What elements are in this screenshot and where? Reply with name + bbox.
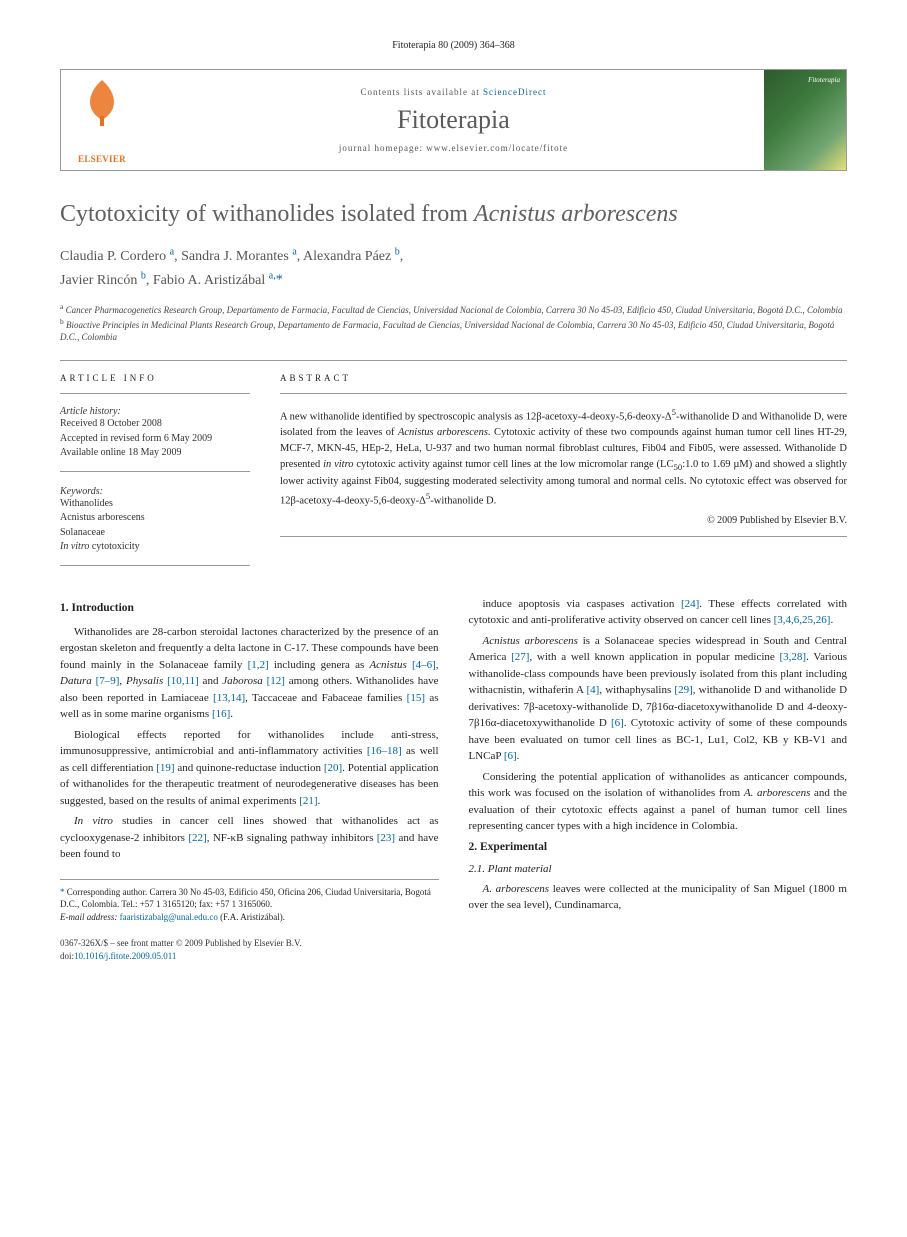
divider — [280, 393, 847, 394]
history-label: Article history: — [60, 406, 250, 417]
ref-link[interactable]: [4] — [586, 684, 599, 696]
abstract-column: ABSTRACT A new withanolide identified by… — [280, 373, 847, 578]
section-2-1-title: 2.1. Plant material — [469, 863, 848, 875]
right-column: induce apoptosis via caspases activation… — [469, 596, 848, 924]
ref-link[interactable]: [3,4,6,25,26] — [774, 614, 831, 626]
abstract-heading: ABSTRACT — [280, 373, 847, 383]
keyword: Acnistus arborescens — [60, 511, 250, 526]
ref-link[interactable]: [19] — [156, 762, 174, 774]
doi-line: doi:10.1016/j.fitote.2009.05.011 — [60, 950, 847, 963]
divider — [60, 565, 250, 566]
corr-address: Corresponding author. Carrera 30 No 45-0… — [60, 887, 431, 910]
keyword: Withanolides — [60, 497, 250, 512]
ref-link[interactable]: [12] — [267, 675, 285, 687]
publisher-logo[interactable]: ELSEVIER — [61, 70, 143, 170]
paragraph: Acnistus arborescens is a Solanaceae spe… — [469, 633, 848, 765]
ref-link[interactable]: [20] — [324, 762, 342, 774]
issn-line: 0367-326X/$ – see front matter © 2009 Pu… — [60, 937, 847, 950]
keyword: Solanaceae — [60, 526, 250, 541]
journal-header-box: ELSEVIER Contents lists available at Sci… — [60, 69, 847, 171]
article-info-column: ARTICLE INFO Article history: Received 8… — [60, 373, 250, 578]
star-icon: * — [60, 887, 67, 897]
divider — [280, 536, 847, 537]
abstract-copyright: © 2009 Published by Elsevier B.V. — [280, 515, 847, 526]
contents-prefix: Contents lists available at — [361, 87, 483, 97]
publisher-brand-text: ELSEVIER — [78, 154, 126, 164]
paragraph: induce apoptosis via caspases activation… — [469, 596, 848, 629]
ref-link[interactable]: [27] — [511, 651, 529, 663]
journal-cover-thumbnail[interactable] — [764, 70, 846, 170]
affiliation-a: a Cancer Pharmacogenetics Research Group… — [60, 302, 847, 317]
abstract-text: A new withanolide identified by spectros… — [280, 406, 847, 509]
ref-link[interactable]: [3,28] — [780, 651, 807, 663]
paragraph: Considering the potential application of… — [469, 769, 848, 835]
title-species: Acnistus arborescens — [474, 201, 678, 227]
affiliation-b: b Bioactive Principles in Medicinal Plan… — [60, 317, 847, 344]
paragraph: In vitro studies in cancer cell lines sh… — [60, 813, 439, 863]
paragraph: Withanolides are 28-carbon steroidal lac… — [60, 624, 439, 723]
email-label: E-mail address: — [60, 912, 117, 922]
divider — [60, 360, 847, 361]
keywords-label: Keywords: — [60, 486, 250, 497]
ref-link[interactable]: [22] — [188, 832, 206, 844]
corresponding-star-icon[interactable]: * — [276, 273, 283, 288]
affiliations: a Cancer Pharmacogenetics Research Group… — [60, 302, 847, 344]
author-list: Claudia P. Cordero a, Sandra J. Morantes… — [60, 244, 847, 292]
history-accepted: Accepted in revised form 6 May 2009 — [60, 432, 250, 447]
ref-link[interactable]: [24] — [681, 598, 699, 610]
journal-homepage: journal homepage: www.elsevier.com/locat… — [151, 143, 756, 153]
ref-link[interactable]: [16] — [212, 708, 230, 720]
ref-link[interactable]: [10,11] — [167, 675, 199, 687]
section-1-title: 1. Introduction — [60, 602, 439, 614]
ref-link[interactable]: [13,14] — [213, 692, 245, 704]
author-names: Claudia P. Cordero a, Sandra J. Morantes… — [60, 249, 403, 288]
doi-link[interactable]: 10.1016/j.fitote.2009.05.011 — [74, 951, 176, 961]
section-2-title: 2. Experimental — [469, 841, 848, 853]
ref-link[interactable]: [1,2] — [248, 659, 269, 671]
page-footer: 0367-326X/$ – see front matter © 2009 Pu… — [60, 937, 847, 962]
email-name: (F.A. Aristizábal). — [220, 912, 285, 922]
ref-link[interactable]: [15] — [407, 692, 425, 704]
ref-link[interactable]: [4–6] — [412, 659, 436, 671]
article-title: Cytotoxicity of withanolides isolated fr… — [60, 199, 847, 230]
ref-link[interactable]: [7–9] — [96, 675, 120, 687]
email-link[interactable]: faaristizabalg@unal.edu.co — [120, 912, 218, 922]
paragraph: Biological effects reported for withanol… — [60, 727, 439, 810]
ref-link[interactable]: [16–18] — [367, 745, 402, 757]
contents-line: Contents lists available at ScienceDirec… — [151, 87, 756, 97]
running-head: Fitoterapia 80 (2009) 364–368 — [60, 40, 847, 51]
history-online: Available online 18 May 2009 — [60, 446, 250, 461]
journal-info: Contents lists available at ScienceDirec… — [143, 70, 764, 170]
article-info-heading: ARTICLE INFO — [60, 373, 250, 383]
ref-link[interactable]: [23] — [377, 832, 395, 844]
paragraph: A. arborescens leaves were collected at … — [469, 881, 848, 914]
ref-link[interactable]: [21] — [299, 795, 317, 807]
elsevier-tree-icon — [80, 76, 124, 134]
divider — [60, 393, 250, 394]
corresponding-footnote: * Corresponding author. Carrera 30 No 45… — [60, 879, 439, 924]
ref-link[interactable]: [6] — [504, 750, 517, 762]
journal-name: Fitoterapia — [151, 105, 756, 135]
ref-link[interactable]: [6] — [611, 717, 624, 729]
sciencedirect-link[interactable]: ScienceDirect — [483, 87, 546, 97]
history-received: Received 8 October 2008 — [60, 417, 250, 432]
keyword: In vitro cytotoxicity — [60, 540, 250, 555]
ref-link[interactable]: [29] — [674, 684, 692, 696]
title-text: Cytotoxicity of withanolides isolated fr… — [60, 201, 474, 227]
left-column: 1. Introduction Withanolides are 28-carb… — [60, 596, 439, 924]
divider — [60, 471, 250, 472]
